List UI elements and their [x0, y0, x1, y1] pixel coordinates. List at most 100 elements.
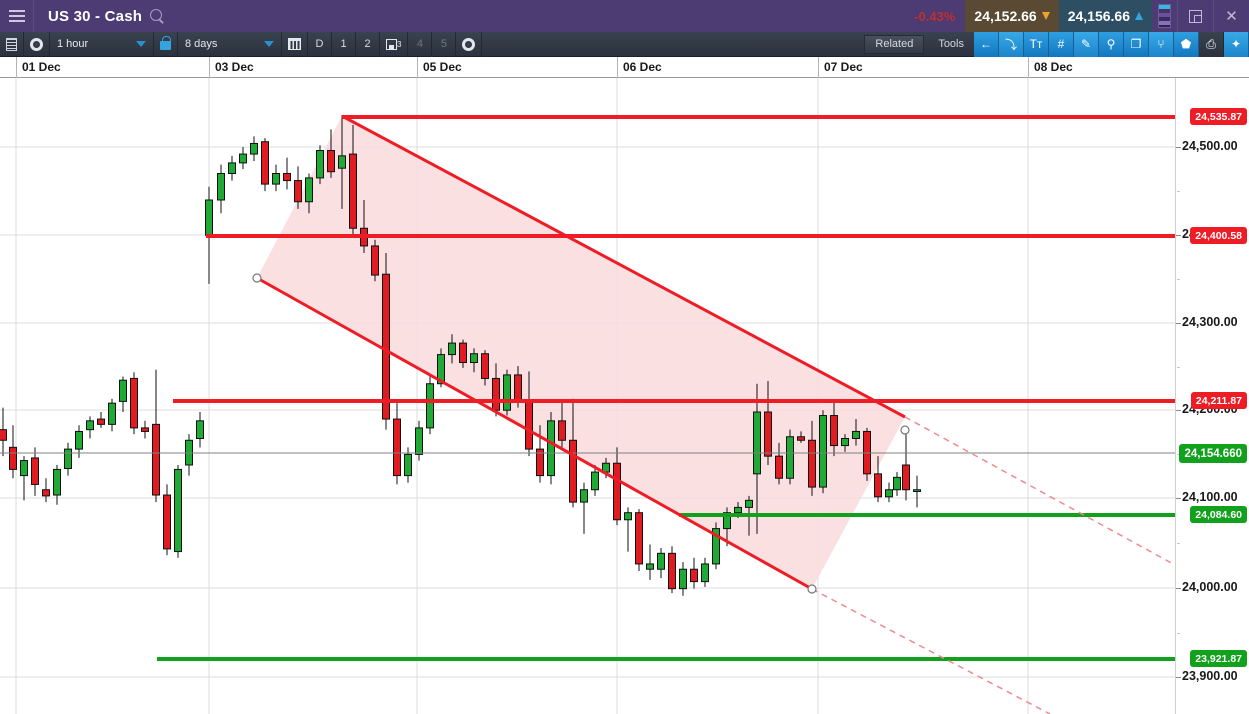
- candle-body[interactable]: [119, 379, 127, 402]
- price-marker-resistance[interactable]: 24,535.87: [1190, 108, 1247, 125]
- candle-body[interactable]: [723, 512, 731, 530]
- candle-body[interactable]: [536, 448, 544, 477]
- candle-body[interactable]: [108, 402, 116, 425]
- channel-handle[interactable]: [900, 425, 910, 435]
- candle-body[interactable]: [283, 173, 291, 182]
- candle-body[interactable]: [250, 142, 258, 155]
- back-arrow-icon[interactable]: ←: [974, 31, 999, 57]
- candle-body[interactable]: [130, 377, 138, 429]
- chart-plot-area[interactable]: [0, 78, 1175, 714]
- candle-body[interactable]: [558, 420, 566, 441]
- candle-body[interactable]: [196, 420, 204, 440]
- candle-body[interactable]: [635, 512, 643, 565]
- channel-handle[interactable]: [807, 584, 817, 594]
- candle-body[interactable]: [327, 150, 335, 173]
- candle-body[interactable]: [808, 439, 816, 488]
- candle-body[interactable]: [775, 455, 783, 479]
- candle-body[interactable]: [448, 342, 456, 356]
- candle-body[interactable]: [205, 199, 213, 236]
- fib-tool-icon[interactable]: ⑂: [1149, 31, 1174, 57]
- candle-body[interactable]: [404, 453, 412, 477]
- candle-body[interactable]: [217, 173, 225, 201]
- candle-body[interactable]: [913, 489, 921, 493]
- candle-body[interactable]: [569, 439, 577, 503]
- lock-scale-button[interactable]: [154, 31, 178, 57]
- candle-body[interactable]: [53, 468, 61, 496]
- candle-body[interactable]: [294, 180, 302, 203]
- period-button-4[interactable]: 4: [408, 31, 433, 57]
- candle-body[interactable]: [797, 436, 805, 441]
- candle-body[interactable]: [874, 473, 882, 498]
- range-select[interactable]: 8 days: [178, 31, 282, 57]
- chart-settings-button[interactable]: [456, 31, 483, 57]
- period-button-d[interactable]: D: [308, 31, 332, 57]
- candle-body[interactable]: [580, 489, 588, 503]
- candle-body[interactable]: [349, 153, 357, 229]
- candle-body[interactable]: [712, 528, 720, 565]
- candle-body[interactable]: [239, 153, 247, 164]
- save-layout-button[interactable]: 3: [380, 31, 409, 57]
- candle-body[interactable]: [64, 448, 72, 470]
- candle-body[interactable]: [668, 552, 676, 590]
- candle-body[interactable]: [470, 353, 478, 364]
- candle-body[interactable]: [525, 400, 533, 450]
- close-window-button[interactable]: ✕: [1213, 0, 1249, 32]
- candle-body[interactable]: [591, 471, 599, 491]
- candle-body[interactable]: [753, 411, 761, 475]
- settings-icon-button[interactable]: [24, 31, 50, 57]
- period-button-2[interactable]: 2: [356, 31, 380, 57]
- price-marker-support[interactable]: 23,921.87: [1190, 650, 1247, 667]
- candle-body[interactable]: [841, 438, 849, 447]
- price-marker-support[interactable]: 24,084.60: [1190, 506, 1247, 523]
- candle-body[interactable]: [228, 162, 236, 175]
- candle-body[interactable]: [624, 512, 632, 521]
- price-marker-last-price[interactable]: 24,154.660: [1179, 444, 1247, 463]
- candle-body[interactable]: [786, 436, 794, 479]
- candle-body[interactable]: [0, 429, 7, 441]
- channel-upper-line[interactable]: [341, 114, 906, 419]
- magic-tool-icon[interactable]: ✦: [1224, 31, 1249, 57]
- channel-handle[interactable]: [252, 273, 262, 283]
- sell-price-button[interactable]: 24,152.66: [965, 0, 1059, 32]
- buy-price-button[interactable]: 24,156.66: [1058, 0, 1152, 32]
- candle-body[interactable]: [885, 489, 893, 498]
- hamburger-icon[interactable]: [0, 0, 34, 32]
- channel-lower-line[interactable]: [256, 276, 813, 591]
- candle-body[interactable]: [745, 499, 753, 508]
- candle-body[interactable]: [902, 464, 910, 491]
- candle-body[interactable]: [20, 460, 28, 477]
- text-tool-icon[interactable]: Tᴛ: [1024, 31, 1049, 57]
- candle-body[interactable]: [393, 418, 401, 477]
- candle-body[interactable]: [657, 552, 665, 570]
- candle-body[interactable]: [646, 563, 654, 570]
- candle-body[interactable]: [852, 430, 860, 439]
- calendar-button[interactable]: [282, 31, 308, 57]
- candle-body[interactable]: [734, 506, 742, 514]
- grid-tool-icon[interactable]: #: [1049, 31, 1074, 57]
- candle-body[interactable]: [893, 476, 901, 491]
- candle-body[interactable]: [305, 177, 313, 203]
- search-icon[interactable]: [150, 8, 165, 24]
- candle-body[interactable]: [316, 150, 324, 179]
- candle-body[interactable]: [503, 374, 511, 411]
- candle-body[interactable]: [31, 457, 39, 485]
- candle-body[interactable]: [141, 427, 149, 432]
- candle-body[interactable]: [163, 494, 171, 550]
- timeframe-select[interactable]: 1 hour: [50, 31, 154, 57]
- price-marker-resistance[interactable]: 24,211.87: [1190, 392, 1247, 409]
- label-tool-icon[interactable]: ⬟: [1174, 31, 1199, 57]
- candle-body[interactable]: [679, 568, 687, 590]
- candle-body[interactable]: [75, 430, 83, 450]
- copy-tool-icon[interactable]: ❐: [1124, 31, 1149, 57]
- candle-body[interactable]: [514, 374, 522, 402]
- candle-body[interactable]: [426, 383, 434, 429]
- candle-body[interactable]: [437, 354, 445, 385]
- candle-body[interactable]: [272, 173, 280, 185]
- candle-body[interactable]: [701, 563, 709, 583]
- document-icon-button[interactable]: [0, 31, 24, 57]
- pin-tool-icon[interactable]: ⚲: [1099, 31, 1124, 57]
- related-button[interactable]: Related: [864, 34, 925, 54]
- candle-body[interactable]: [152, 423, 160, 496]
- candle-body[interactable]: [819, 415, 827, 488]
- candle-body[interactable]: [42, 489, 50, 497]
